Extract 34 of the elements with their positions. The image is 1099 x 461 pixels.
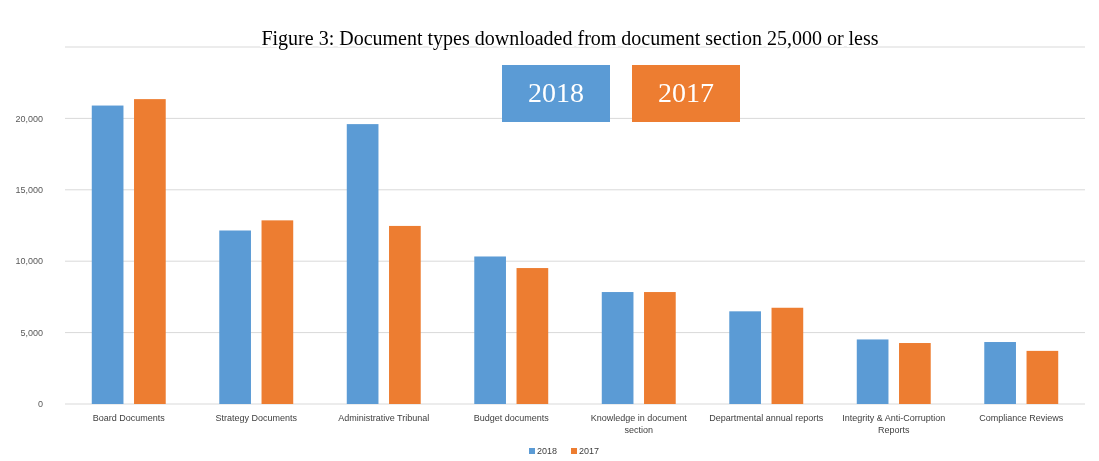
bar	[389, 225, 421, 404]
text: 2018	[528, 77, 584, 108]
y-tick-label: 0	[37, 399, 43, 410]
bar	[1026, 350, 1059, 404]
x-tick-label: Budget documents	[473, 413, 550, 423]
x-tick-label: Departmental annual reports	[709, 413, 824, 423]
y-tick-label: 15,000	[15, 184, 43, 195]
bar	[771, 307, 804, 404]
bar	[984, 342, 1016, 404]
x-tick-label: Knowledge in document section	[590, 413, 688, 435]
x-tick-label: Strategy Documents	[215, 413, 298, 423]
bar	[91, 105, 124, 404]
x-tick-label: Board Documents	[92, 413, 166, 423]
bar	[261, 220, 294, 404]
text: 2017	[658, 77, 714, 108]
x-tick-label: Administrative Tribunal	[338, 413, 430, 423]
chart-title: Figure 3: Document types downloaded from document section 25,000 or less	[261, 27, 879, 50]
bar	[219, 230, 251, 404]
legend-label: 2017	[579, 446, 600, 456]
bar	[644, 292, 676, 404]
bar	[729, 311, 761, 404]
legend-label: 2018	[537, 446, 558, 456]
bar	[899, 343, 931, 404]
bar	[601, 292, 634, 404]
y-tick-label: 10,000	[15, 256, 43, 267]
bar	[516, 268, 549, 404]
bar	[474, 256, 506, 404]
bar	[856, 339, 889, 404]
y-tick-label: 20,000	[15, 113, 43, 124]
y-tick-label: 5,000	[20, 327, 43, 338]
bar	[134, 99, 166, 404]
x-tick-label: Compliance Reviews	[979, 413, 1064, 423]
bar	[346, 124, 379, 404]
x-tick-label: Integrity & Anti-Corruption Reports	[842, 413, 946, 435]
